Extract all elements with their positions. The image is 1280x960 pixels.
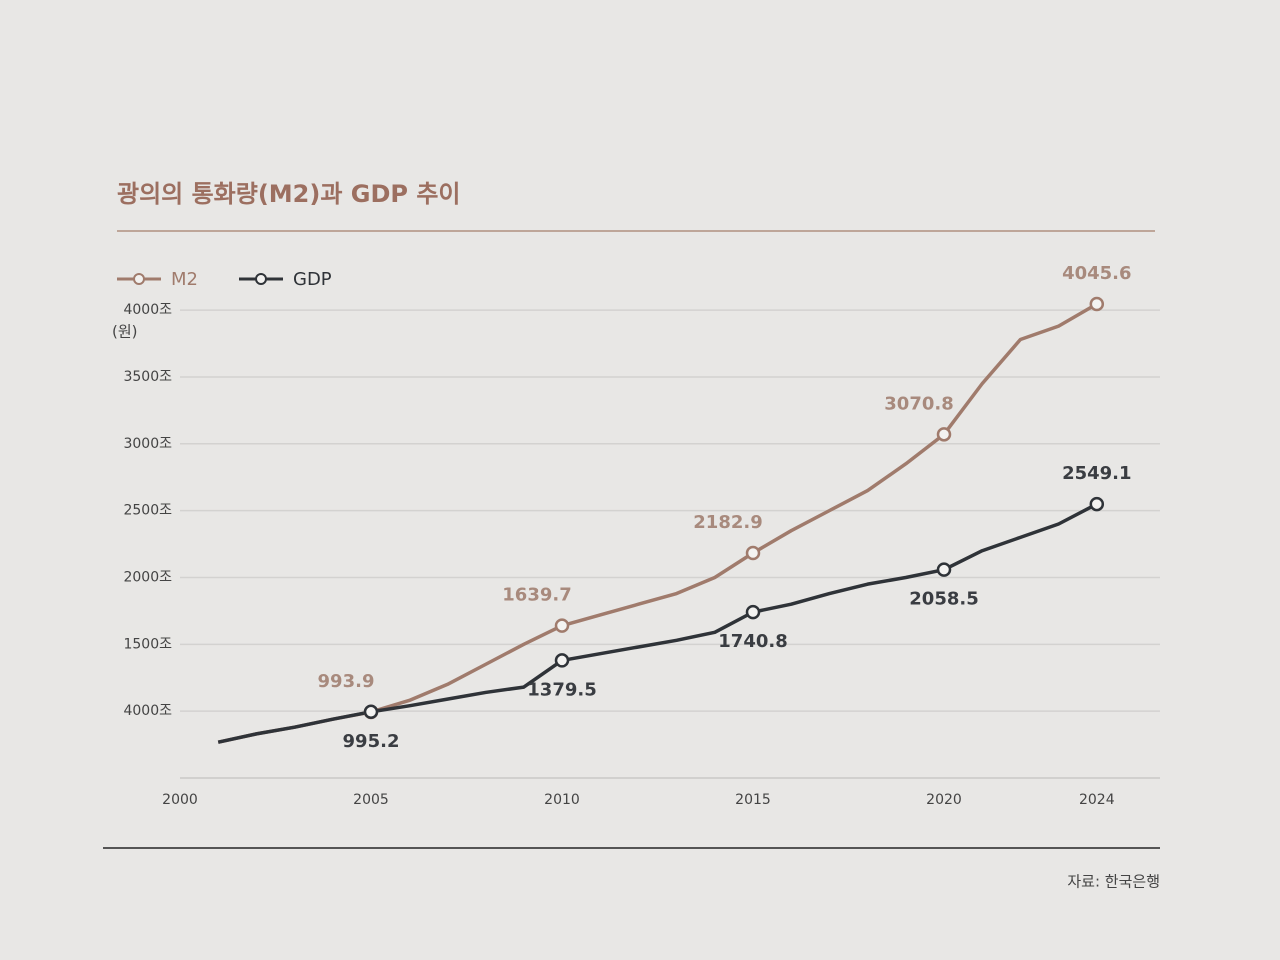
x-tick-label: 2010 [544,792,580,808]
y-tick-label: 1500조 [123,636,172,652]
point-marker [745,604,761,620]
data-label: 993.9 [318,671,375,692]
data-label: 3070.8 [884,393,953,414]
chart-title: 광의의 통화량(M2)과 GDP 추이 [117,180,461,208]
data-label: 4045.6 [1062,263,1131,284]
y-tick-label: 4000조 [123,302,172,318]
source: 자료: 한국은행 [1067,873,1160,891]
point-marker [554,618,570,633]
y-tick-label: 2000조 [123,569,172,585]
point-marker [936,427,952,442]
point-marker [1089,496,1105,512]
y-tick-label: 2500조 [123,503,172,519]
x-tick-label: 2024 [1079,792,1115,808]
x-tick-label: 2005 [353,792,389,808]
y-tick-label: 4000조 [123,703,172,719]
point-marker [745,545,761,561]
y-unit: (원) [112,323,138,341]
y-tick-label: 3000조 [123,436,172,452]
data-label: 1379.5 [527,679,596,700]
point-marker [1089,296,1105,312]
data-label: 995.2 [343,731,400,752]
legend-marker [133,273,145,285]
point-marker [363,704,379,720]
data-label: 2549.1 [1062,463,1131,484]
x-tick-label: 2020 [926,792,962,808]
point-marker [554,653,570,668]
data-label: 1740.8 [718,631,787,652]
legend-label: GDP [293,269,332,290]
legend-label: M2 [171,269,198,290]
legend-marker [255,273,267,285]
x-tick-label: 2000 [162,792,198,808]
x-tick-label: 2015 [735,792,771,808]
data-label: 1639.7 [502,585,571,606]
y-tick-label: 3500조 [123,369,172,385]
data-label: 2182.9 [693,512,762,533]
point-marker [936,562,952,577]
data-label: 2058.5 [909,589,978,610]
